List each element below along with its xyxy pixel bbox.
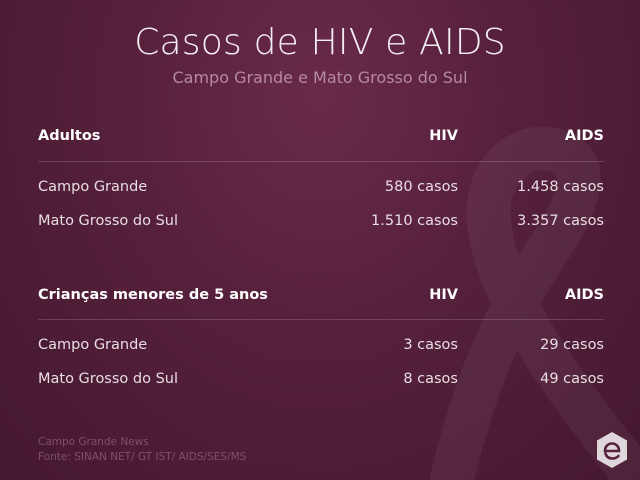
section-divider xyxy=(38,319,604,320)
table-row: Campo Grande 3 casos 29 casos xyxy=(38,337,604,357)
column-header-hiv: HIV xyxy=(429,287,458,303)
hiv-value: 3 casos xyxy=(403,337,458,353)
footer-source: Fonte: SINAN NET/ GT IST/ AIDS/SES/MS xyxy=(38,451,247,463)
column-header-aids: AIDS xyxy=(564,128,604,144)
section-divider xyxy=(38,161,604,162)
aids-value: 29 casos xyxy=(540,337,604,353)
campo-grande-news-logo-icon xyxy=(597,432,627,468)
row-label: Campo Grande xyxy=(38,179,148,195)
aids-value: 1.458 casos xyxy=(517,179,604,195)
row-label: Mato Grosso do Sul xyxy=(38,371,179,387)
row-label: Mato Grosso do Sul xyxy=(38,213,179,229)
page-title: Casos de HIV e AIDS xyxy=(134,22,506,63)
hiv-value: 8 casos xyxy=(403,371,458,387)
table-row: Mato Grosso do Sul 8 casos 49 casos xyxy=(38,371,604,391)
section-header-children: Crianças menores de 5 anos HIV AIDS xyxy=(38,287,604,307)
hiv-value: 1.510 casos xyxy=(371,213,458,229)
page-subtitle: Campo Grande e Mato Grosso do Sul xyxy=(172,68,468,87)
column-header-aids: AIDS xyxy=(564,287,604,303)
section-header-adults: Adultos HIV AIDS xyxy=(38,128,604,148)
row-label: Campo Grande xyxy=(38,337,148,353)
table-row: Mato Grosso do Sul 1.510 casos 3.357 cas… xyxy=(38,213,604,233)
aids-value: 49 casos xyxy=(540,371,604,387)
aids-value: 3.357 casos xyxy=(517,213,604,229)
table-row: Campo Grande 580 casos 1.458 casos xyxy=(38,179,604,199)
footer-credit: Campo Grande News xyxy=(38,436,149,448)
section-header-label: Adultos xyxy=(38,128,101,144)
hiv-value: 580 casos xyxy=(384,179,458,195)
section-header-label: Crianças menores de 5 anos xyxy=(38,287,268,303)
column-header-hiv: HIV xyxy=(429,128,458,144)
